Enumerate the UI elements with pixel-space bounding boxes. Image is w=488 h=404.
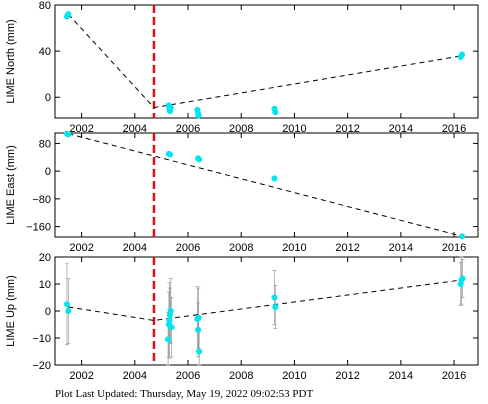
east-x-tick-label: 2014 [389, 242, 413, 254]
east-x-tick-label: 2006 [176, 242, 200, 254]
up-x-tick-label: 2012 [335, 370, 359, 382]
up-data-point [195, 314, 202, 321]
north-frame [54, 4, 479, 119]
east-x-tick-label: 2016 [442, 242, 466, 254]
north-data-point [65, 11, 72, 18]
east-x-tick-label: 2004 [123, 242, 147, 254]
east-data-point [458, 233, 466, 240]
east-y-tick-label: 80 [39, 138, 51, 150]
north-x-tick-label: 2014 [389, 123, 413, 135]
north-x-tick-label: 2012 [335, 123, 359, 135]
up-x-tick-label: 2008 [229, 370, 253, 382]
up-x-tick-label: 2002 [69, 370, 93, 382]
north-data-point [195, 112, 202, 119]
north-x-tick-label: 2010 [282, 123, 306, 135]
up-data-point [168, 324, 175, 331]
north-y-tick-label: 40 [39, 46, 51, 58]
up-frame [54, 256, 479, 366]
up-y-tick-label: 0 [45, 306, 51, 318]
north-data-point [272, 109, 279, 116]
up-trend-line [68, 279, 463, 321]
north-data-point [167, 104, 174, 111]
east-y-tick-label: −80 [32, 194, 51, 206]
up-data-point [271, 294, 278, 301]
panel-east: 2002 2004 2006 2008 2010 2012 2014 2016 80 0 −80 −1… [5, 130, 479, 254]
up-x-tick-label: 2014 [389, 370, 413, 382]
east-data-point [196, 156, 203, 163]
up-data-point [167, 307, 174, 315]
up-x-tick-label: 2016 [442, 370, 466, 382]
up-y-axis-label: LIME Up (mm) [5, 275, 17, 347]
up-x-tick-label: 2006 [176, 370, 200, 382]
up-data-point [65, 307, 72, 315]
east-data-point [166, 151, 173, 158]
panel-up: 2002 2004 2006 2008 2010 2012 2014 201620100−10… [5, 252, 479, 382]
up-data-point [195, 326, 202, 333]
east-x-tick-label: 2002 [69, 242, 93, 254]
north-y-axis-label: LIME North (mm) [5, 19, 17, 103]
east-x-tick-label: 2008 [229, 242, 253, 254]
up-y-tick-label: −20 [32, 360, 51, 372]
north-x-tick-label: 2006 [176, 123, 200, 135]
up-data-point [165, 336, 172, 343]
east-data-point [271, 175, 278, 182]
up-data-point [196, 348, 203, 355]
east-x-tick-label: 2010 [282, 242, 306, 254]
east-frame [54, 132, 479, 238]
north-x-tick-label: 2008 [229, 123, 253, 135]
up-data-point [166, 317, 173, 324]
up-y-tick-label: 10 [39, 279, 51, 291]
up-y-tick-label: −10 [32, 333, 51, 345]
north-x-tick-label: 2016 [442, 123, 466, 135]
north-data-point [458, 51, 466, 58]
panel-north: 2002 2004 2006 2008 2010 2012 2014 2016 0 40 80 LIM… [5, 0, 479, 135]
north-y-tick-label: 0 [45, 92, 51, 104]
up-y-tick-label: 20 [39, 252, 51, 264]
north-trend-line [67, 13, 463, 109]
up-x-tick-label: 2004 [123, 370, 147, 382]
east-data-point [65, 131, 72, 138]
north-y-tick-label: 80 [39, 0, 51, 12]
east-x-tick-label: 2012 [335, 242, 359, 254]
up-data-point [63, 301, 71, 308]
up-data-point [272, 303, 279, 311]
up-data-point [459, 275, 466, 282]
east-y-axis-label: LIME East (mm) [5, 145, 17, 224]
footer-text: Plot Last Updated: Thursday, May 19, 202… [55, 388, 314, 400]
east-y-tick-label: 0 [45, 166, 51, 178]
north-x-tick-label: 2002 [69, 123, 93, 135]
north-x-tick-label: 2004 [123, 123, 147, 135]
east-trend-line [68, 133, 463, 237]
up-x-tick-label: 2010 [282, 370, 306, 382]
east-y-tick-label: −160 [26, 222, 51, 234]
